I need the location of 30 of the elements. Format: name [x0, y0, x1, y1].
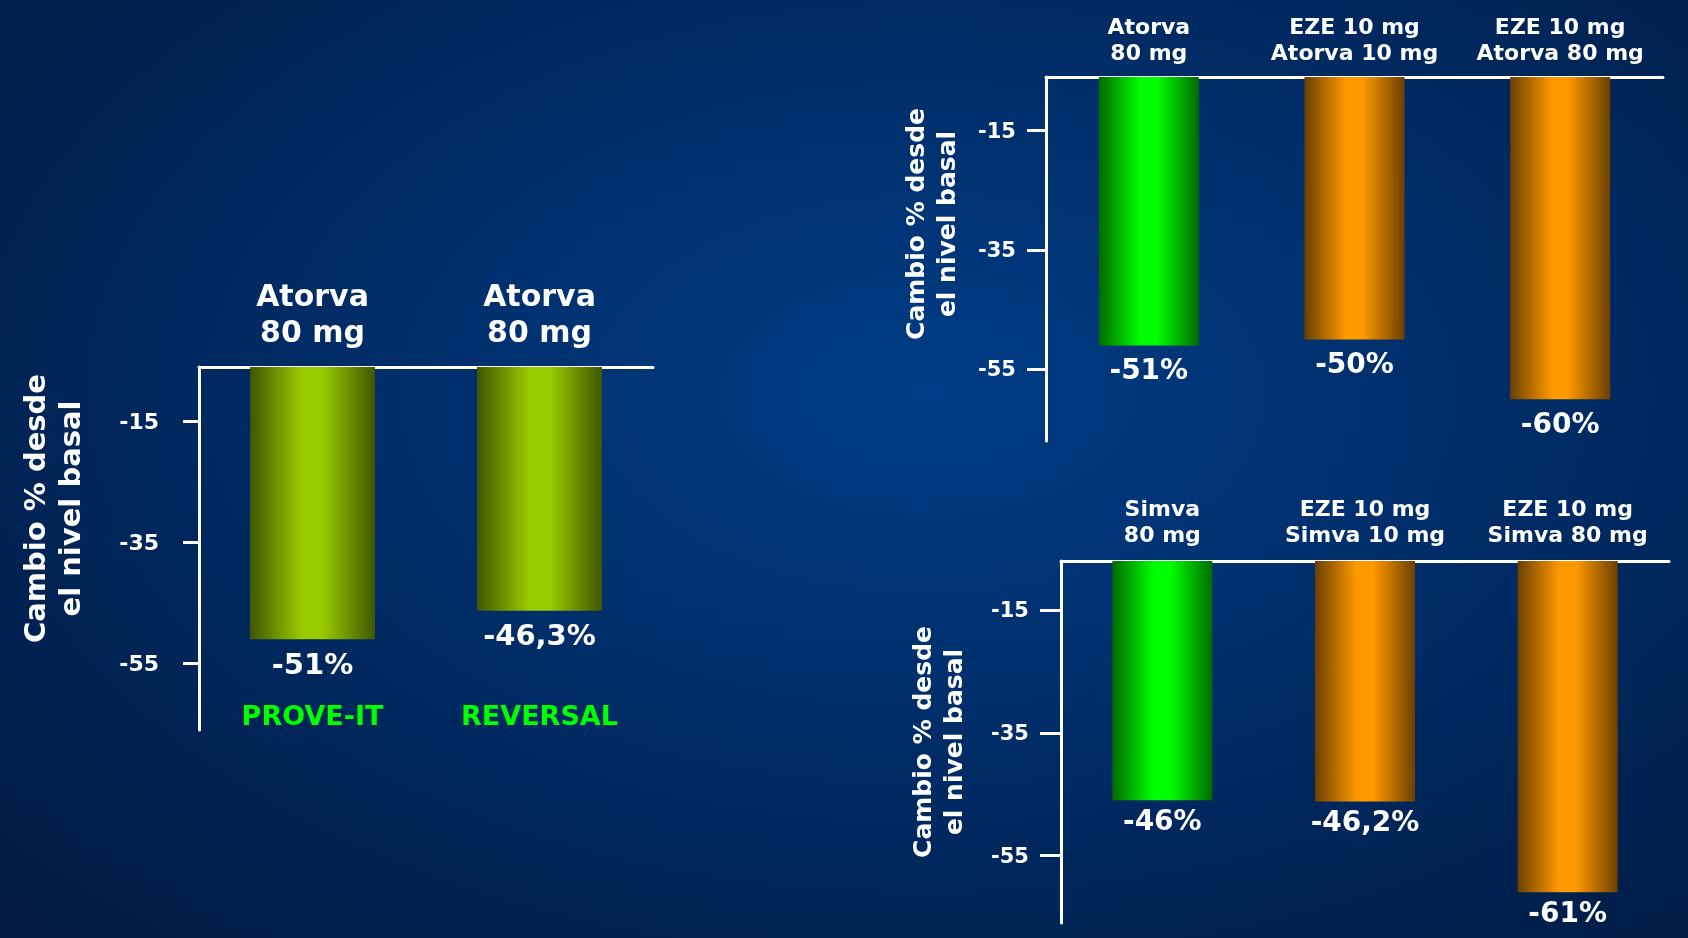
data-label: -46,3%	[483, 618, 596, 653]
x-tick-label: EZE 10 mg Atorva 80 mg	[1476, 13, 1644, 65]
y-tick-label: -15	[991, 598, 1029, 623]
data-label: -50%	[1315, 347, 1394, 381]
x-tick-label: EZE 10 mg Atorva 10 mg	[1270, 13, 1439, 65]
data-label: -46,2%	[1310, 805, 1420, 839]
data-label: -60%	[1520, 406, 1600, 440]
y-tick-label: -35	[978, 238, 1016, 263]
x-tick-label: EZE 10 mg Simva 80 mg	[1487, 495, 1648, 547]
y-tick-label: -55	[991, 843, 1029, 868]
data-label: -46%	[1123, 803, 1202, 837]
y-axis-title: Cambio % desde el nivel basal	[17, 373, 87, 644]
annotation: REVERSAL	[461, 699, 618, 731]
y-tick-label: -35	[991, 720, 1029, 745]
y-axis-title: Cambio % desde el nivel basal	[908, 626, 968, 858]
x-tick-label: Atorva 80 mg	[256, 277, 369, 349]
y-tick-label: -55	[978, 357, 1016, 382]
annotation: PROVE-IT	[241, 699, 384, 731]
data-label: -61%	[1528, 895, 1607, 929]
data-label: -51%	[1109, 353, 1189, 387]
data-label: -51%	[271, 646, 354, 681]
y-tick-label: -35	[119, 529, 159, 555]
y-axis-title: Cambio % desde el nivel basal	[901, 108, 961, 340]
x-tick-label: EZE 10 mg Simva 10 mg	[1284, 495, 1446, 547]
x-tick-label: Simva 80 mg	[1123, 495, 1201, 547]
x-tick-label: Atorva 80 mg	[483, 277, 596, 349]
y-tick-label: -15	[978, 118, 1016, 143]
y-tick-label: -55	[119, 650, 159, 676]
x-tick-label: Atorva 80 mg	[1107, 13, 1191, 65]
y-tick-label: -15	[119, 408, 159, 434]
